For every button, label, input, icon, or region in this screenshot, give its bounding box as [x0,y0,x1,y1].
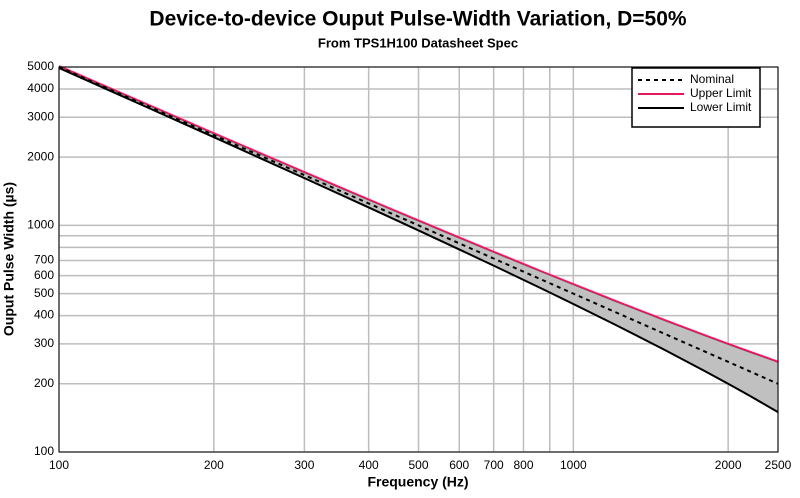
y-tick-label: 4000 [27,81,54,95]
y-tick-label: 100 [34,444,54,458]
x-tick-label: 400 [359,458,379,472]
y-tick-label: 700 [34,253,54,267]
y-tick-label: 500 [34,286,54,300]
y-tick-label: 5000 [27,59,54,73]
series-line [58,65,779,363]
y-tick-label: 1000 [27,218,54,232]
y-tick-label: 200 [34,376,54,390]
chart-title: Device-to-device Ouput Pulse-Width Varia… [149,8,687,31]
legend-label: Lower Limit [690,100,752,114]
x-tick-label: 600 [449,458,469,472]
series-line [58,66,779,385]
y-axis-label: Ouput Pulse Width (µs) [1,182,17,336]
x-tick-label: 100 [49,458,69,472]
y-tick-label: 3000 [27,109,54,123]
x-axis-label: Frequency (Hz) [367,474,468,490]
plot-border [58,66,779,453]
x-tick-label: 1000 [560,458,587,472]
x-tick-label: 2000 [715,458,742,472]
y-tick-label: 2000 [27,149,54,163]
y-tick-label: 300 [34,336,54,350]
legend-label: Nominal [690,72,734,86]
x-tick-label: 800 [513,458,533,472]
x-tick-label: 700 [484,458,504,472]
x-tick-label: 200 [204,458,224,472]
series-line [58,67,779,413]
chart-subtitle: From TPS1H100 Datasheet Spec [318,35,518,50]
x-tick-label: 2500 [765,458,792,472]
x-tick-label: 500 [408,458,428,472]
x-tick-label: 300 [294,458,314,472]
legend-label: Upper Limit [690,86,752,100]
legend-box [631,67,761,128]
y-tick-label: 400 [34,308,54,322]
y-tick-label: 600 [34,268,54,282]
